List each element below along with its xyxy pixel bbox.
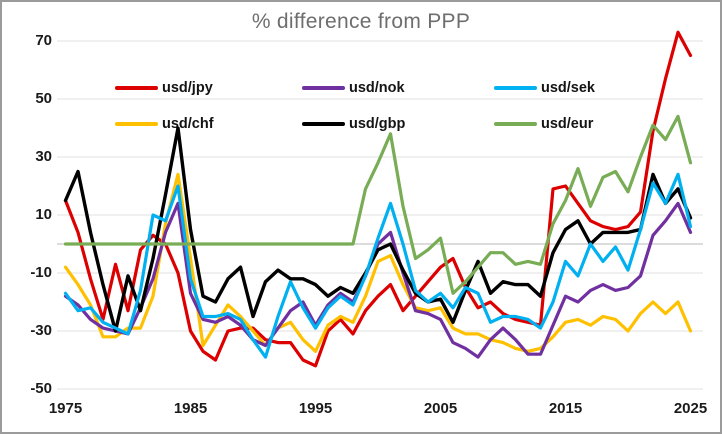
y-tick-label-70: 70	[35, 32, 52, 49]
legend-line-usd-chf-icon	[115, 122, 158, 126]
series-line-usd-chf	[63, 172, 693, 353]
y-tick-label-50: 50	[35, 90, 52, 107]
legend-item-usd-sek: usd/sek	[494, 78, 595, 98]
x-tick-label-2015: 2015	[548, 400, 583, 417]
x-tick-label-2005: 2005	[423, 400, 458, 417]
legend-line-usd-nok-icon	[302, 86, 345, 90]
x-tick-label-1985: 1985	[173, 400, 208, 417]
legend-label-usd-nok: usd/nok	[349, 80, 405, 96]
legend-item-usd-jpy: usd/jpy	[115, 78, 213, 98]
legend-label-usd-gbp: usd/gbp	[349, 116, 406, 132]
legend-item-usd-eur: usd/eur	[494, 114, 593, 134]
series-line-usd-sek	[63, 172, 693, 359]
series-line-usd-eur	[63, 114, 693, 295]
legend-item-usd-chf: usd/chf	[115, 114, 214, 134]
x-tick-label-1975: 1975	[48, 400, 83, 417]
x-tick-label-2025: 2025	[673, 400, 708, 417]
legend-line-usd-jpy-icon	[115, 86, 158, 90]
legend-label-usd-eur: usd/eur	[541, 116, 594, 132]
series-line-usd-jpy	[63, 30, 693, 368]
legend-label-usd-jpy: usd/jpy	[162, 80, 213, 96]
legend-label-usd-chf: usd/chf	[162, 116, 214, 132]
legend-label-usd-sek: usd/sek	[541, 80, 595, 96]
series-line-usd-gbp	[63, 126, 693, 333]
legend-item-usd-nok: usd/nok	[302, 78, 405, 98]
y-tick-label--30: -30	[30, 322, 52, 339]
legend-line-usd-sek-icon	[494, 86, 537, 90]
legend-item-usd-gbp: usd/gbp	[302, 114, 405, 134]
y-tick-label-10: 10	[35, 206, 52, 223]
y-tick-label--10: -10	[30, 264, 52, 281]
y-tick-label--50: -50	[30, 380, 52, 397]
chart-title: % difference from PPP	[251, 10, 471, 33]
x-tick-label-1995: 1995	[298, 400, 333, 417]
legend-line-usd-eur-icon	[494, 122, 537, 126]
legend-line-usd-gbp-icon	[302, 122, 345, 126]
series-line-usd-nok	[63, 201, 693, 359]
y-tick-label-30: 30	[35, 148, 52, 165]
